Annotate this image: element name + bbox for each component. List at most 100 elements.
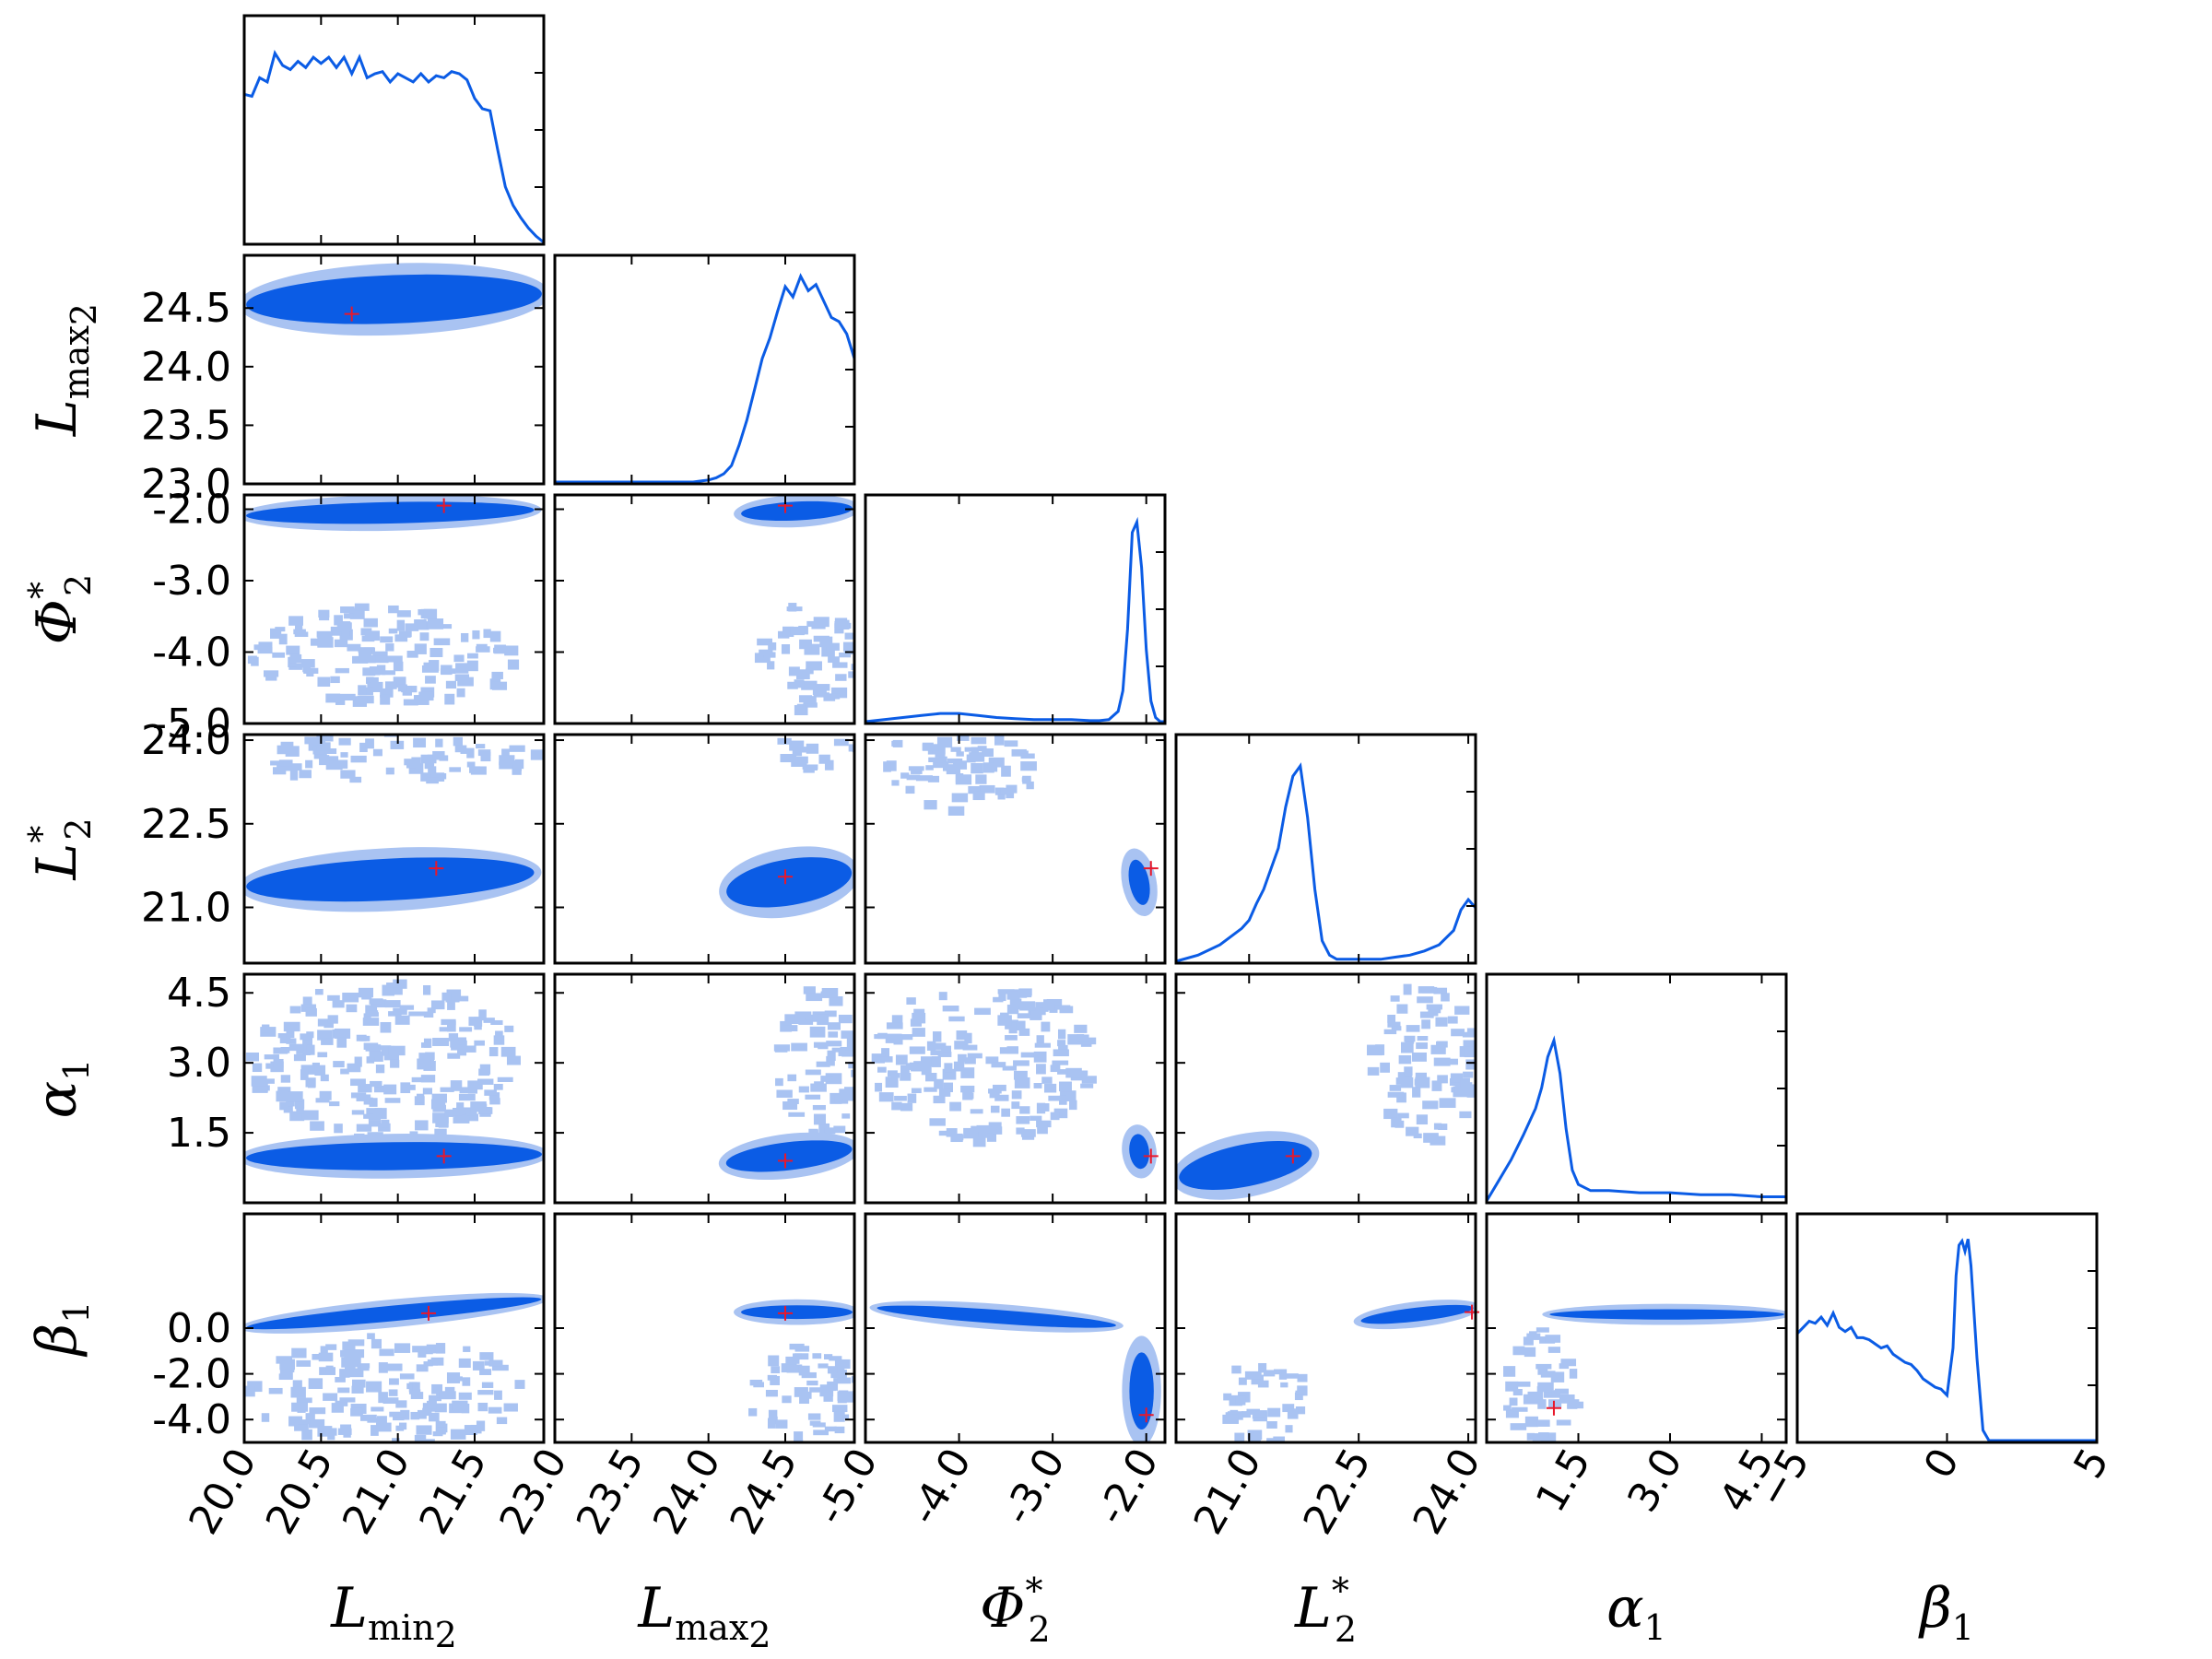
scatter-cell [264,1054,279,1060]
scatter-cell [1433,1057,1451,1066]
scatter-cell [325,693,341,703]
scatter-cell [288,616,304,626]
x-tick-label: 5 [2065,1441,2118,1487]
scatter-cell [1011,1090,1022,1100]
scatter-cell [1294,1392,1303,1401]
scatter-cell [509,745,525,752]
scatter-cell [346,1004,358,1013]
scatter-cell [1244,1371,1262,1380]
panel-beta1-vs-Phi2 [869,1300,1161,1442]
scatter-cell [497,1077,513,1082]
scatter-cell [886,1022,903,1030]
scatter-cell [431,772,445,782]
scatter-cell [819,636,833,648]
scatter-cell [305,759,313,769]
scatter-cell [420,772,432,782]
scatter-cell [340,770,356,779]
scatter-cell [1547,1347,1561,1353]
scatter-cell [300,1065,315,1070]
scatter-cell [928,757,944,763]
scatter-cell [875,1082,883,1092]
scatter-cell [839,1369,847,1379]
scatter-cell [942,1006,959,1012]
scatter-cell [982,762,994,773]
contour-inner [246,857,535,902]
density-layer [244,1292,544,1442]
scatter-cell [457,995,469,1002]
scatter-cell [788,1112,806,1117]
scatter-cell [386,982,399,988]
scatter-cell [456,688,465,698]
scatter-cell [300,1004,316,1012]
scatter-cell [1426,1004,1442,1010]
scatter-cell [978,1127,987,1137]
scatter-cell [312,1353,321,1360]
scatter-cell [380,694,391,705]
scatter-cell [1223,1393,1232,1401]
scatter-cell [823,1392,833,1402]
scatter-cell [1266,1438,1276,1442]
scatter-cell [920,1056,936,1067]
scatter-cell [1535,1327,1549,1333]
scatter-cell [1043,999,1053,1010]
scatter-cell [787,681,798,689]
contour-inner [1179,1140,1312,1191]
scatter-cell [795,669,810,680]
scatter-cell [1020,753,1035,759]
scatter-cell [460,1045,477,1053]
scatter-cell [411,757,421,769]
scatter-cell [280,741,294,749]
scatter-cell [349,607,365,619]
scatter-cell [419,632,429,641]
scatter-cell [350,1407,363,1417]
scatter-cell [1391,1117,1402,1128]
scatter-cell [384,681,397,689]
scatter-cell [784,1014,801,1025]
scatter-cell [1397,1112,1409,1119]
scatter-cell [907,1093,917,1103]
scatter-cell [997,791,1006,800]
scatter-cell [413,737,427,748]
scatter-cell [370,1080,382,1088]
scatter-cell [301,1429,312,1441]
scatter-cell [1287,1408,1299,1419]
panel-frame [864,493,1167,725]
scatter-cell [848,1061,854,1069]
scatter-cell [1524,1416,1538,1428]
scatter-cell [1435,1017,1448,1027]
panel-beta1-vs-Lmin2 [244,1292,544,1442]
scatter-cell [390,740,405,749]
scatter-cell [430,1000,445,1010]
scatter-cell [363,1097,373,1105]
marginal-Phi2 [865,516,1165,724]
scatter-cell [458,1358,471,1368]
scatter-cell [1391,1026,1402,1031]
density-layer [244,495,542,707]
scatter-cell [828,1031,839,1038]
scatter-cell [1396,1092,1406,1103]
scatter-cell [1001,765,1011,777]
density-layer [244,263,544,336]
scatter-cell [406,1084,416,1090]
scatter-cell [439,1027,448,1032]
scatter-cell [337,1387,350,1394]
scatter-cell [806,620,817,628]
scatter-cell [1014,1077,1030,1088]
x-tick-label: 24.0 [1404,1441,1489,1542]
scatter-cell [1503,1405,1512,1411]
scatter-cell [477,1402,488,1412]
scatter-cell [1018,989,1032,998]
scatter-cell [415,619,427,629]
scatter-cell [1548,1399,1562,1408]
contour-inner [741,1305,853,1320]
scatter-cell [931,1056,941,1067]
scatter-cell [302,666,312,673]
scatter-cell [480,751,491,762]
scatter-cell [435,738,443,747]
axis-sub: 1 [56,1059,97,1081]
scatter-cell [909,1046,925,1054]
scatter-cell [834,1426,845,1434]
scatter-cell [912,1012,926,1024]
scatter-cell [1030,1115,1042,1122]
scatter-cell [926,1041,936,1051]
